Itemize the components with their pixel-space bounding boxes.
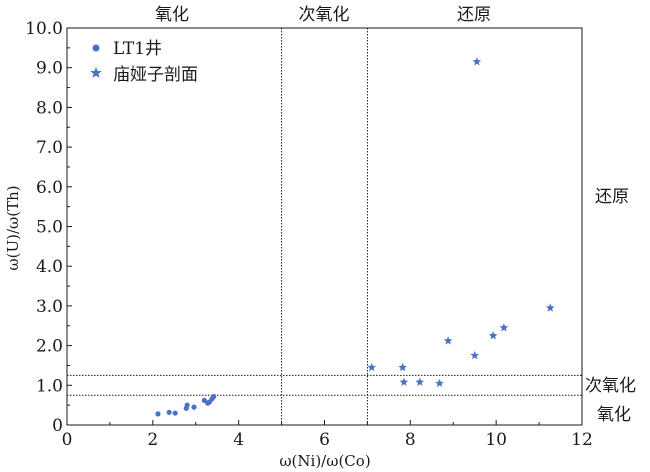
miaoyazi-data-point — [398, 362, 407, 372]
miaoyazi-data-point — [443, 336, 453, 345]
legend-circle-marker — [92, 44, 100, 52]
y-tick-label: 2.0 — [36, 337, 63, 357]
right-zone-label-reducing: 还原 — [595, 187, 629, 207]
lt1-data-point — [166, 409, 172, 415]
y-tick-label: 10.0 — [25, 19, 63, 39]
axis-ticks: 0 2 4 6 8 10 12 0 1.0 2.0 3.0 4.0 5.0 6.0 7.0 8.0 9.0 10.… — [25, 19, 593, 450]
y-tick-label: 0 — [52, 416, 63, 436]
y-tick-label: 8.0 — [36, 98, 63, 118]
x-tick-label: 2 — [147, 430, 158, 450]
miaoyazi-data-point — [488, 331, 498, 340]
miaoyazi-data-point — [435, 378, 444, 388]
x-tick-label: 6 — [319, 430, 330, 450]
legend-label-lt1: LT1井 — [113, 39, 162, 59]
lt1-data-point — [191, 404, 197, 410]
x-axis-title: ω(Ni)/ω(Co) — [279, 452, 370, 470]
data-points — [155, 57, 555, 417]
lt1-data-point — [155, 411, 161, 417]
legend: LT1井 庙娅子剖面 — [90, 39, 198, 85]
top-zone-label-suboxic: 次氧化 — [299, 5, 350, 25]
y-tick-label: 9.0 — [36, 59, 63, 79]
y-tick-label: 7.0 — [36, 138, 63, 158]
miaoyazi-data-point — [399, 377, 409, 386]
reference-lines — [67, 28, 582, 425]
miaoyazi-data-point — [470, 350, 480, 360]
y-axis-title: ω(U)/ω(Th) — [4, 185, 22, 270]
y-tick-label: 4.0 — [36, 257, 63, 277]
plot-frame — [66, 27, 583, 426]
miaoyazi-data-point — [499, 323, 509, 332]
miaoyazi-data-point — [472, 57, 482, 66]
x-tick-label: 8 — [405, 430, 416, 450]
x-tick-label: 12 — [571, 430, 593, 450]
x-tick-label: 10 — [485, 430, 507, 450]
x-tick-label: 0 — [62, 430, 73, 450]
legend-label-miaoyazi: 庙娅子剖面 — [113, 65, 198, 85]
right-zone-label-suboxic: 次氧化 — [585, 376, 636, 396]
top-zone-label-oxidizing: 氧化 — [155, 5, 189, 25]
lt1-data-point — [211, 393, 217, 400]
lt1-data-point — [172, 410, 178, 416]
x-tick-label: 4 — [233, 430, 244, 450]
y-tick-label: 3.0 — [36, 297, 63, 317]
right-zone-label-oxidizing: 氧化 — [597, 405, 631, 425]
legend-star-marker — [90, 67, 102, 78]
y-tick-label: 1.0 — [36, 376, 63, 396]
y-tick-label: 5.0 — [36, 218, 63, 238]
miaoyazi-data-point — [545, 303, 555, 312]
miaoyazi-data-point — [367, 362, 377, 372]
y-tick-label: 6.0 — [36, 178, 63, 198]
lt1-data-point — [184, 402, 190, 408]
top-zone-label-reducing: 还原 — [457, 5, 491, 25]
miaoyazi-data-point — [415, 377, 425, 386]
